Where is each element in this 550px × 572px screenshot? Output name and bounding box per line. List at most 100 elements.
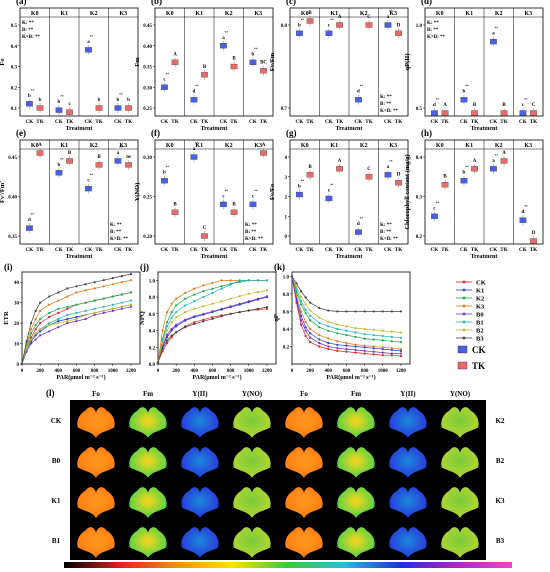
data-point [327, 348, 330, 351]
legend-marker [462, 280, 466, 284]
significance-letter: BC [260, 61, 267, 66]
data-point [111, 277, 114, 280]
y-tick-label: 0.7 [281, 107, 288, 112]
box-mark [260, 68, 267, 74]
data-point [175, 323, 178, 326]
legend-label: CK [472, 345, 486, 355]
x-tick-label: CK [26, 247, 34, 253]
y-tick-label: 0.5 [11, 24, 18, 29]
x-tick-label: TK [336, 247, 344, 253]
data-point [184, 318, 187, 321]
significance-letter: a [87, 40, 90, 45]
asterisk-mark: ** [301, 17, 305, 22]
leaf-image [441, 487, 479, 519]
stats-annotation: K×B: ** [22, 35, 40, 40]
data-point [381, 329, 384, 332]
y-tick-label: 0.25 [143, 107, 152, 112]
image-column-header: Fo [300, 390, 308, 398]
data-point [309, 319, 312, 322]
data-point [372, 338, 375, 341]
data-point [265, 295, 269, 298]
panel-label: (j) [140, 262, 149, 272]
data-point [170, 321, 173, 324]
data-point [363, 344, 366, 347]
group-header: K1 [60, 143, 68, 149]
data-point [93, 307, 96, 310]
stats-annotation: B: ** [245, 230, 257, 235]
data-point [111, 283, 114, 286]
data-point [211, 310, 214, 313]
box-mark [431, 213, 438, 219]
data-point [39, 301, 42, 304]
data-point [295, 299, 298, 303]
legend-marker [462, 328, 466, 332]
series-line-K1 [157, 296, 267, 363]
data-point [129, 279, 133, 282]
box-mark [384, 172, 392, 178]
significance-letter: B [308, 11, 312, 16]
panel-label: (e) [16, 128, 26, 138]
data-point [48, 315, 51, 319]
box-mark [355, 97, 362, 103]
y-tick-label: 0.1 [11, 107, 18, 112]
panel-label: (f) [151, 128, 160, 138]
x-axis-label: Treatment [66, 254, 93, 260]
plot-frame [291, 271, 411, 365]
x-tick-label: TK [441, 119, 449, 125]
group-header: K2 [90, 143, 98, 149]
stats-annotation: B: ** [380, 102, 392, 107]
box-mark [85, 47, 92, 53]
data-point [399, 331, 403, 334]
box-mark [249, 59, 257, 65]
data-point [336, 327, 339, 331]
data-point [318, 333, 321, 337]
data-point [57, 299, 60, 302]
asterisk-mark: ** [254, 46, 258, 51]
asterisk-mark: ** [330, 17, 334, 22]
box-mark [296, 191, 303, 198]
significance-letter: b [58, 163, 61, 168]
group-header: K2 [90, 11, 98, 17]
y-tick-label: 0.3 [11, 66, 18, 71]
asterisk-mark: ** [436, 200, 440, 205]
data-point [66, 307, 69, 310]
box-mark [306, 172, 314, 178]
middle-bar-panels: (e)Fv'/Fm'K0 K1 K2 K30.350.400.45d**Ab**Bc*… [0, 128, 544, 260]
x-tick-label: CK [460, 247, 468, 253]
data-point [211, 281, 214, 284]
data-point [220, 315, 223, 318]
data-point [381, 354, 384, 357]
series-line-CK [291, 276, 401, 357]
asterisk-mark: ** [465, 84, 469, 89]
data-point [25, 340, 28, 343]
leaf-image [337, 487, 375, 519]
data-point [354, 331, 357, 334]
asterisk-mark: ** [31, 212, 35, 217]
significance-letter: c [252, 194, 255, 199]
significance-letter: a [387, 15, 390, 20]
series-line-K2 [21, 292, 131, 365]
panel-d: (d)qP(II)K0 K1 K2 K30.51.0d**Ab**Ba**B c**CC… [404, 0, 544, 132]
y-tick-label: 0 [285, 235, 288, 240]
box-mark [85, 185, 92, 192]
x-axis-label: Treatment [336, 126, 363, 132]
leaf-image [337, 447, 375, 479]
stats-annotation: B: ** [427, 28, 439, 33]
box-mark [114, 158, 122, 164]
legend-label: TK [472, 361, 485, 371]
y-tick-label: 4 [285, 156, 288, 161]
fluorescence-image-grid: (l) Fo Fm Y(II) Y(NO) Fo Fm Y(II) Y(NO) CK B0 K1 B1 K… [46, 388, 512, 568]
data-point [381, 346, 384, 349]
y-axis-label: qP [273, 314, 280, 322]
data-point [102, 285, 105, 288]
significance-letter: A [173, 52, 177, 57]
data-point [184, 297, 187, 300]
x-tick-label: TK [66, 119, 74, 125]
y-tick-label: 0.5 [416, 107, 423, 112]
data-point [265, 279, 269, 282]
panel-f: (f)Y(NO)K0 K1 K2 K30.200.250.30b**Ba**Cc**B… [134, 128, 274, 260]
data-point [165, 329, 169, 332]
x-tick-label: CK [355, 247, 363, 253]
